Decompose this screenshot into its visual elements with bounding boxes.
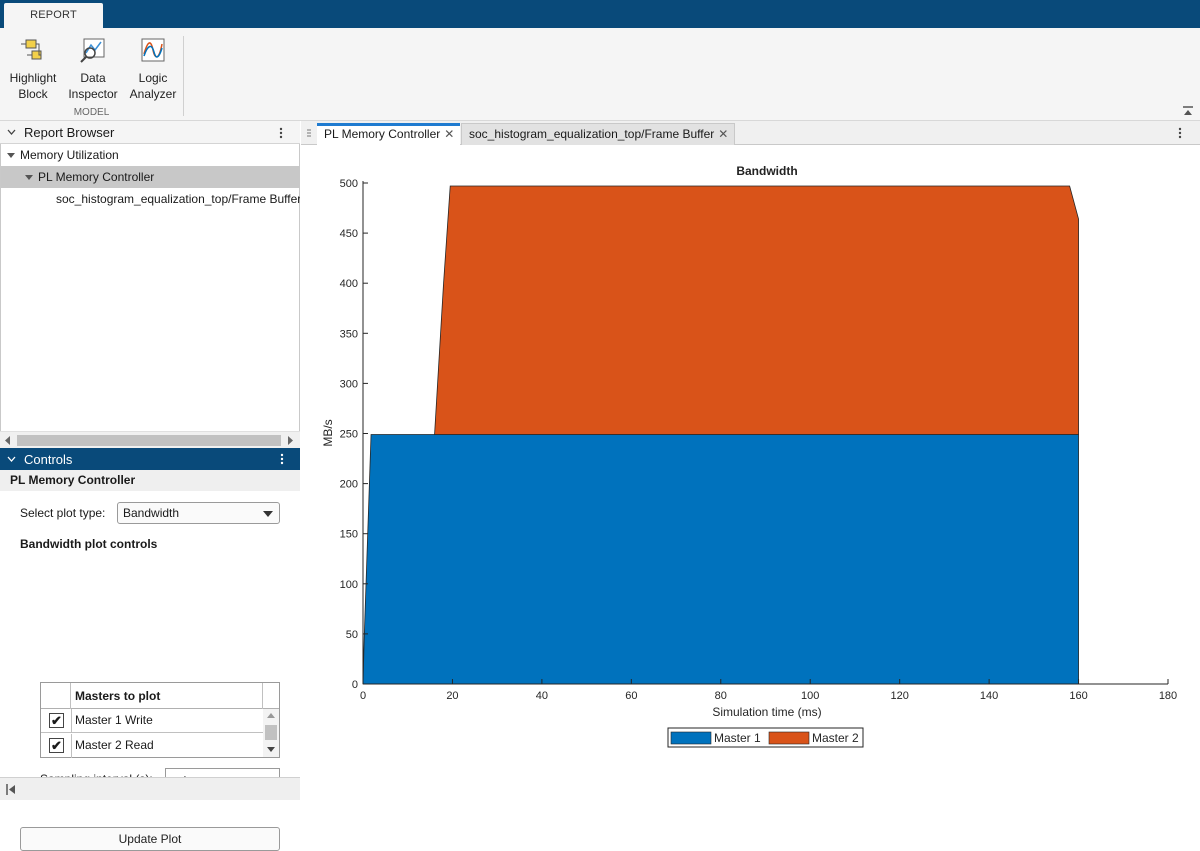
x-axis-label: Simulation time (ms): [712, 705, 821, 719]
y-tick-label: 250: [340, 429, 358, 441]
scroll-down-icon[interactable]: [267, 747, 275, 752]
x-tick-group: 0 20 40 60 80 100 120 140 160 180: [360, 679, 1177, 702]
y-tick-label: 300: [340, 378, 358, 390]
x-tick-label: 20: [446, 690, 458, 702]
controls-subtitle: PL Memory Controller: [10, 473, 136, 487]
section-label-model: MODEL: [73, 107, 110, 118]
y-axis-label: MB/s: [321, 419, 335, 446]
left-panel: Report Browser Memory Utilization PL Mem…: [0, 121, 300, 851]
masters-table: Masters to plot ✔ Master 1 Write ✔ Maste…: [40, 682, 280, 758]
more-options-icon[interactable]: [1178, 126, 1182, 140]
logic-analyzer-icon: [141, 38, 165, 62]
tree-item-pl-memory-controller[interactable]: PL Memory Controller: [1, 166, 300, 188]
ribbon-divider: [183, 36, 184, 116]
plot-type-label: Select plot type:: [20, 506, 106, 520]
report-tree: Memory Utilization PL Memory Controller …: [0, 144, 300, 431]
x-tick-label: 180: [1159, 690, 1177, 702]
chart-legend[interactable]: Master 1 Master 2: [667, 727, 864, 748]
more-options-icon[interactable]: [279, 126, 283, 140]
axes-group: [362, 181, 1168, 685]
bandwidth-controls-heading: Bandwidth plot controls: [20, 537, 158, 551]
close-tab-icon[interactable]: ✕: [718, 127, 729, 141]
x-tick-label: 80: [715, 690, 727, 702]
collapse-chevron-icon[interactable]: [7, 456, 16, 463]
scrollbar-thumb[interactable]: [265, 725, 277, 740]
tree-item-memory-utilization[interactable]: Memory Utilization: [1, 144, 300, 166]
master-2-label: Master 2 Read: [75, 738, 154, 752]
dropdown-arrow-icon: [263, 511, 273, 517]
y-tick-label: 450: [340, 228, 358, 240]
area-master-2: [434, 185, 1079, 435]
expand-triangle-icon[interactable]: [7, 153, 15, 159]
update-plot-button[interactable]: Update Plot: [20, 827, 280, 851]
title-bar: REPORT: [0, 0, 1200, 28]
collapse-chevron-icon[interactable]: [7, 129, 16, 136]
drag-handle-icon[interactable]: [307, 129, 311, 138]
collapse-panel-icon[interactable]: [6, 784, 16, 795]
horizontal-scrollbar[interactable]: [0, 431, 300, 448]
master-1-checkbox[interactable]: ✔: [49, 713, 64, 728]
x-tick-label: 100: [801, 690, 819, 702]
data-inspector-icon: [80, 38, 105, 63]
legend-swatch-master-1: [670, 731, 712, 745]
report-browser-header: Report Browser: [0, 121, 300, 144]
y-tick-label: 150: [340, 529, 358, 541]
expand-triangle-icon[interactable]: [25, 175, 33, 181]
toolstrip: Highlight Block Data Inspector Logic Ana…: [0, 28, 1200, 121]
y-tick-label: 100: [340, 579, 358, 591]
tab-frame-buffer[interactable]: soc_histogram_equalization_top/Frame Buf…: [461, 123, 735, 145]
y-tick-label: 50: [346, 629, 358, 641]
scrollbar-thumb[interactable]: [17, 435, 281, 446]
area-series-group: [362, 185, 1079, 685]
y-tick-group: 0 50 100 150 200 250 300 350 400 450 500: [340, 178, 368, 691]
controls-subtitle-bar: PL Memory Controller: [0, 470, 300, 491]
legend-label-master-1: Master 1: [714, 731, 761, 745]
table-row: ✔ Master 2 Read: [41, 734, 263, 758]
controls-title: Controls: [24, 452, 73, 467]
area-master-1: [362, 434, 1079, 685]
tab-pl-memory-controller[interactable]: PL Memory Controller ✕: [317, 123, 460, 145]
chart-title: Bandwidth: [736, 164, 797, 178]
legend-label-master-2: Master 2: [812, 731, 859, 745]
bandwidth-chart: Bandwidth 0 20 40 60 80 100 120 140 160 180 0 50 10…: [321, 164, 1177, 748]
x-tick-label: 140: [980, 690, 998, 702]
x-tick-label: 160: [1069, 690, 1087, 702]
controls-header: Controls: [0, 448, 300, 470]
left-panel-footer: [0, 777, 300, 800]
chart-area: Bandwidth 0 20 40 60 80 100 120 140 160 180 0 50 10…: [301, 145, 1200, 800]
highlight-block-icon: [21, 39, 42, 60]
document-tabstrip: PL Memory Controller ✕ soc_histogram_equa…: [301, 121, 1200, 145]
collapse-toolstrip-icon[interactable]: [1181, 104, 1195, 118]
y-tick-label: 350: [340, 328, 358, 340]
data-inspector-button[interactable]: Data Inspector: [64, 36, 122, 102]
tab-report[interactable]: REPORT: [4, 3, 103, 28]
close-tab-icon[interactable]: ✕: [444, 127, 455, 141]
scroll-left-icon[interactable]: [5, 436, 11, 445]
legend-box: [667, 727, 864, 748]
y-tick-label: 500: [340, 178, 358, 190]
x-tick-label: 0: [360, 690, 366, 702]
tree-item-frame-buffer[interactable]: soc_histogram_equalization_top/Frame Buf…: [56, 192, 300, 206]
legend-swatch-master-2: [768, 731, 810, 745]
y-tick-label: 200: [340, 479, 358, 491]
y-tick-label: 0: [352, 679, 358, 691]
more-options-icon[interactable]: [280, 452, 284, 466]
highlight-block-button[interactable]: Highlight Block: [4, 36, 62, 102]
x-tick-label: 60: [625, 690, 637, 702]
logic-analyzer-button[interactable]: Logic Analyzer: [124, 36, 182, 102]
x-tick-label: 120: [890, 690, 908, 702]
table-row: ✔ Master 1 Write: [41, 709, 263, 733]
scroll-up-icon[interactable]: [267, 713, 275, 718]
table-header: Masters to plot: [41, 683, 279, 709]
masters-column-header: Masters to plot: [75, 689, 161, 703]
table-vertical-scrollbar[interactable]: [263, 709, 279, 757]
controls-panel: Select plot type: Bandwidth Bandwidth pl…: [0, 491, 300, 851]
y-tick-label: 400: [340, 278, 358, 290]
master-2-checkbox[interactable]: ✔: [49, 738, 64, 753]
master-1-label: Master 1 Write: [75, 713, 153, 727]
plot-type-dropdown[interactable]: Bandwidth: [117, 502, 280, 524]
report-browser-title: Report Browser: [24, 125, 115, 140]
scroll-right-icon[interactable]: [288, 436, 294, 445]
x-tick-label: 40: [536, 690, 548, 702]
